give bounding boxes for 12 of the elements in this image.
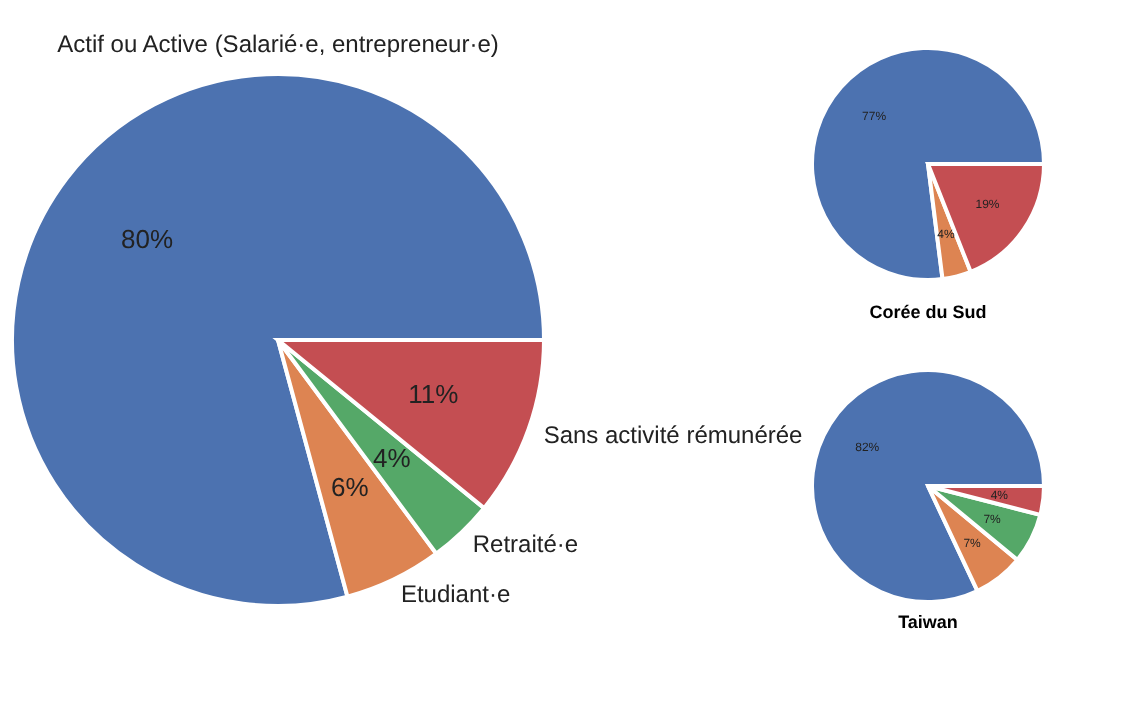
slice-label: Retraité·e [472, 530, 579, 558]
slice-label: Sans activité rémunérée [543, 420, 804, 449]
pie-slice [810, 46, 1046, 282]
text: Taiwan [898, 612, 958, 632]
text: Corée du Sud [869, 301, 987, 322]
slice-label: Actif ou Active (Salarié·e, entrepreneur·e) [57, 30, 499, 58]
data-label: 4% [373, 443, 412, 474]
slice-label: Etudiant·e [400, 579, 511, 608]
data-label: 6% [331, 472, 370, 503]
pie-slice [810, 368, 1046, 604]
data-label: 80% [121, 223, 174, 254]
data-label: 11% [408, 379, 460, 410]
